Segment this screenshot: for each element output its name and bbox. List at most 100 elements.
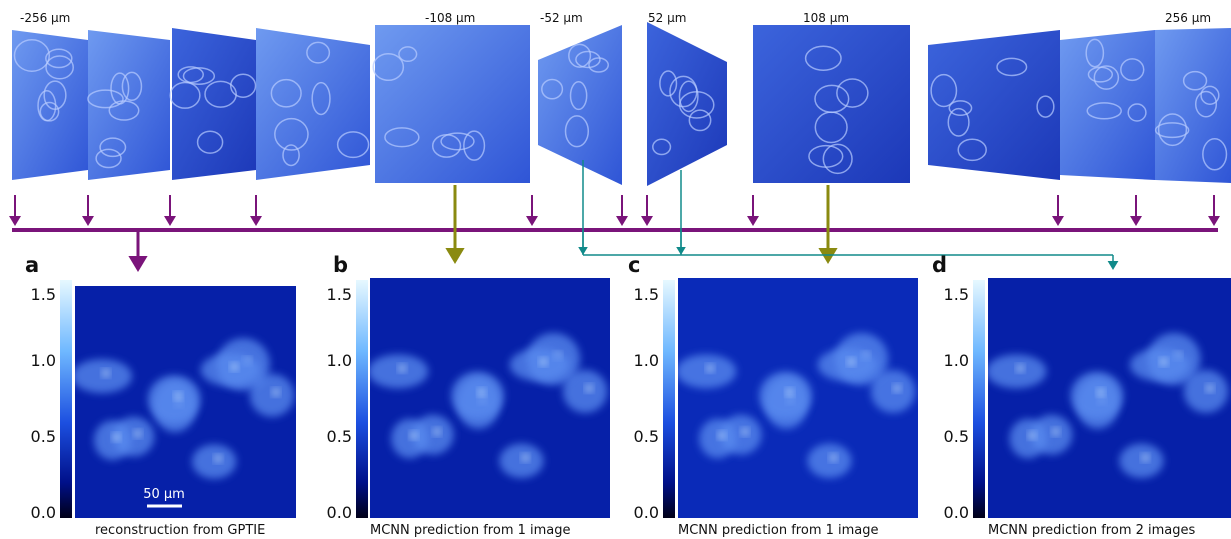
cell-spot (434, 429, 440, 435)
depth-label: 52 µm (648, 11, 686, 25)
depth-label: -52 µm (540, 11, 583, 25)
cell-spot (103, 370, 109, 376)
cell-spot (1053, 429, 1059, 435)
cell (759, 372, 812, 420)
cell-spot (1207, 385, 1213, 391)
slice-arrow-head (641, 216, 653, 226)
panel-letter: a (25, 253, 39, 277)
cell (871, 370, 915, 413)
colorbar-tick: 0.5 (327, 427, 352, 446)
slice-arrow-head (82, 216, 94, 226)
cell (451, 372, 504, 420)
depth-slice (753, 25, 910, 183)
colorbar-tick: 0.0 (327, 503, 352, 522)
cell (1119, 444, 1163, 478)
cell-spot (742, 429, 748, 435)
depth-slice (88, 30, 170, 180)
colorbar-tick: 1.0 (634, 351, 659, 370)
colorbar (663, 280, 675, 518)
cell-spot (1029, 432, 1035, 438)
slice-arrow-head (1130, 216, 1142, 226)
cell-spot (787, 389, 793, 395)
slice-arrow-head (526, 216, 538, 226)
slice-arrow-head (9, 216, 21, 226)
depth-slice (172, 28, 256, 180)
cell-spot (1017, 365, 1023, 371)
panel-caption: MCNN prediction from 1 image (370, 523, 571, 538)
page: -256 µm -108 µm -52 µm 52 µm 108 µm 256 … (0, 0, 1231, 539)
cell-spot (540, 359, 546, 365)
panel-caption: reconstruction from GPTIE (95, 523, 265, 538)
cell-spot (399, 365, 405, 371)
cell (201, 353, 260, 386)
cell (1071, 372, 1124, 420)
depth-label: 256 µm (1165, 11, 1211, 25)
input-arrow-head (128, 256, 147, 272)
cell-spot (135, 431, 141, 437)
cell (391, 419, 428, 459)
input-arrow-head (676, 247, 686, 255)
input-arrow-head (818, 248, 837, 264)
depth-slice (1155, 28, 1231, 183)
scale-bar-label: 50 µm (143, 487, 185, 502)
cell (986, 354, 1046, 388)
cell (368, 354, 428, 388)
colorbar-tick: 0.0 (31, 503, 56, 522)
cell-spot (830, 455, 836, 461)
cell-spot (1161, 359, 1167, 365)
panel-caption: MCNN prediction from 1 image (678, 523, 879, 538)
depth-label: -108 µm (425, 11, 475, 25)
cell (148, 375, 201, 423)
depth-slice (538, 25, 622, 185)
colorbar-tick: 1.0 (944, 351, 969, 370)
slice-arrow-head (164, 216, 176, 226)
cell-spot (175, 393, 181, 399)
slice-arrow-head (747, 216, 759, 226)
cell (563, 370, 607, 413)
panel-letter: c (628, 253, 640, 277)
cell (676, 354, 736, 388)
colorbar (60, 280, 72, 518)
input-arrow-head (445, 248, 464, 264)
cell-spot (586, 385, 592, 391)
cell-spot (719, 432, 725, 438)
cell (192, 444, 236, 478)
slice-arrow-head (250, 216, 262, 226)
cell-spot (894, 385, 900, 391)
cell (699, 419, 736, 459)
colorbar-tick: 0.5 (634, 427, 659, 446)
cell-spot (848, 359, 854, 365)
depth-label: -256 µm (20, 11, 70, 25)
cell-spot (411, 432, 417, 438)
colorbar-tick: 0.5 (944, 427, 969, 446)
figure: -256 µm -108 µm -52 µm 52 µm 108 µm 256 … (0, 0, 1231, 539)
colorbar-tick: 1.5 (944, 285, 969, 304)
colorbar-tick: 0.0 (944, 503, 969, 522)
cell-spot (113, 434, 119, 440)
colorbar-tick: 0.0 (634, 503, 659, 522)
cell-spot (1142, 455, 1148, 461)
depth-slice (375, 25, 530, 183)
colorbar-tick: 1.5 (327, 285, 352, 304)
slice-arrow-head (616, 216, 628, 226)
depth-label: 108 µm (803, 11, 849, 25)
slice-arrow-head (1208, 216, 1220, 226)
colorbar-tick: 1.0 (327, 351, 352, 370)
cell (499, 444, 543, 478)
cell-spot (1098, 389, 1104, 395)
cell-spot (215, 456, 221, 462)
input-arrow-head (1108, 261, 1119, 270)
cell (72, 359, 132, 393)
panel-letter: b (333, 253, 348, 277)
cell (1130, 348, 1189, 381)
cell (818, 348, 877, 381)
cell (94, 420, 131, 460)
colorbar-tick: 0.5 (31, 427, 56, 446)
cell (1009, 419, 1046, 459)
cell-spot (273, 389, 279, 395)
cell (807, 444, 851, 478)
cell-spot (522, 455, 528, 461)
colorbar (356, 280, 368, 518)
panel-caption: MCNN prediction from 2 images (988, 523, 1196, 538)
colorbar (973, 280, 985, 518)
